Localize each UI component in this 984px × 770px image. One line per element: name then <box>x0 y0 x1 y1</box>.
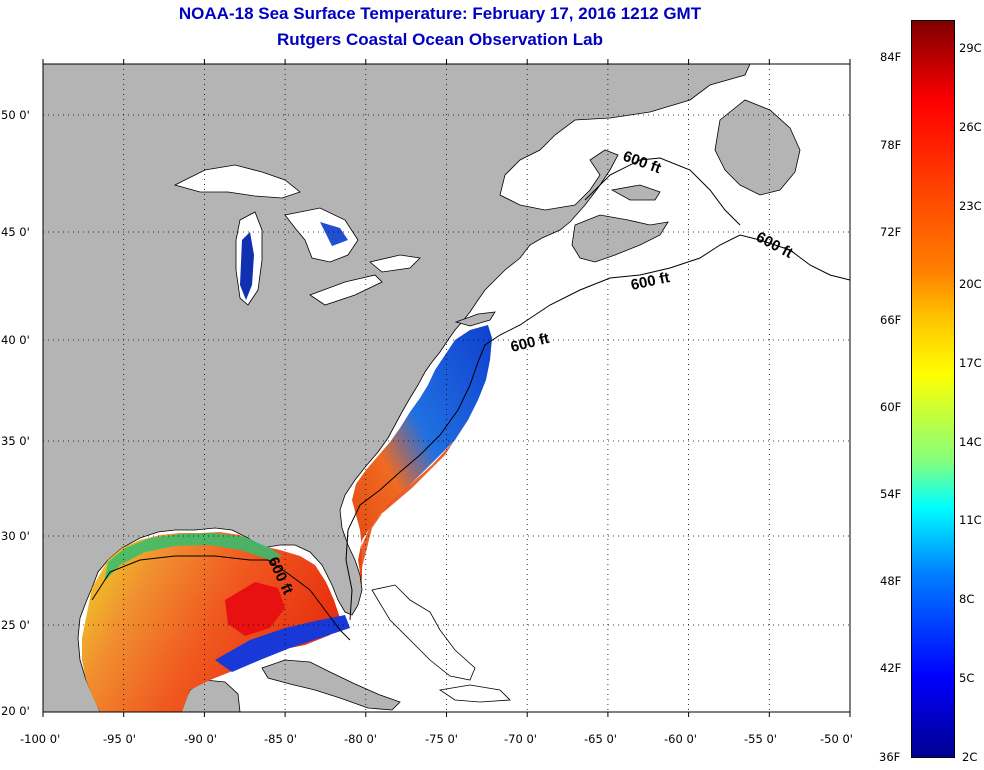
temperature-colorbar <box>911 20 955 758</box>
contour-600ft <box>91 234 850 641</box>
lat-label-25: 25 0' <box>1 618 30 632</box>
sst-gulf-of-mexico <box>82 532 340 712</box>
cbar-f-66: 66F <box>880 313 902 327</box>
land-long-island <box>454 311 496 327</box>
lake-erie <box>309 274 383 306</box>
lat-label-40: 40 0' <box>1 333 30 347</box>
sst-gulf-stream <box>360 418 468 575</box>
graticule <box>42 59 851 717</box>
hispaniola <box>438 684 511 703</box>
cbar-c-23: 23C <box>959 199 982 213</box>
lake-huron <box>284 207 359 263</box>
cbar-f-48: 48F <box>880 574 902 588</box>
lon-label-85: -85 0' <box>264 732 297 746</box>
lake-michigan-cold <box>240 232 254 300</box>
land-north-america <box>43 64 751 712</box>
lon-label-80: -80 0' <box>344 732 377 746</box>
cbar-f-42: 42F <box>880 661 902 675</box>
sst-loop-current <box>225 582 285 636</box>
sst-straits-cold <box>215 615 350 672</box>
sst-atlantic-coast <box>352 325 492 585</box>
land-cuba <box>261 659 401 711</box>
cbar-c-17: 17C <box>959 356 982 370</box>
lake-huron-cold <box>320 222 348 246</box>
cbar-f-72: 72F <box>880 225 902 239</box>
lake-ontario <box>369 254 421 273</box>
bahamas-banks <box>371 584 476 681</box>
cbar-c-5: 5C <box>959 671 975 685</box>
lon-label-95: -95 0' <box>103 732 136 746</box>
lat-label-45: 45 0' <box>1 225 30 239</box>
cbar-f-84: 84F <box>880 50 902 64</box>
cbar-c-2: 2C <box>962 750 978 764</box>
lat-label-20: 20 0' <box>1 704 30 718</box>
lake-superior <box>173 164 301 199</box>
cbar-f-36: 36F <box>879 750 901 764</box>
lon-label-75: -75 0' <box>425 732 458 746</box>
lon-label-50: -50 0' <box>820 732 853 746</box>
lon-label-60: -60 0' <box>664 732 697 746</box>
map-title: NOAA-18 Sea Surface Temperature: Februar… <box>178 4 702 23</box>
sst-gulf-coastal-band <box>104 533 282 582</box>
map-subtitle: Rutgers Coastal Ocean Observation Lab <box>277 30 603 49</box>
cbar-f-78: 78F <box>880 138 902 152</box>
land-nova-scotia <box>571 214 669 263</box>
lat-label-50: 50 0' <box>1 108 30 122</box>
cbar-c-20: 20C <box>959 277 982 291</box>
lon-label-90: -90 0' <box>184 732 217 746</box>
land-island-anticosti <box>610 184 661 201</box>
cbar-c-8: 8C <box>959 592 975 606</box>
lon-label-55: -55 0' <box>744 732 777 746</box>
cbar-c-11: 11C <box>959 513 982 527</box>
cbar-f-54: 54F <box>880 487 902 501</box>
cbar-c-14: 14C <box>959 435 982 449</box>
cbar-c-26: 26C <box>959 120 982 134</box>
cbar-f-60: 60F <box>880 400 902 414</box>
lat-label-35: 35 0' <box>1 434 30 448</box>
lon-label-70: -70 0' <box>504 732 537 746</box>
lon-label-100: -100 0' <box>20 732 61 746</box>
contour-600ft-gulf-st-lawrence <box>584 157 741 226</box>
cbar-c-29: 29C <box>959 41 982 55</box>
lat-label-30: 30 0' <box>1 529 30 543</box>
land-newfoundland <box>714 99 801 196</box>
lon-label-65: -65 0' <box>584 732 617 746</box>
plot-frame <box>42 63 851 713</box>
